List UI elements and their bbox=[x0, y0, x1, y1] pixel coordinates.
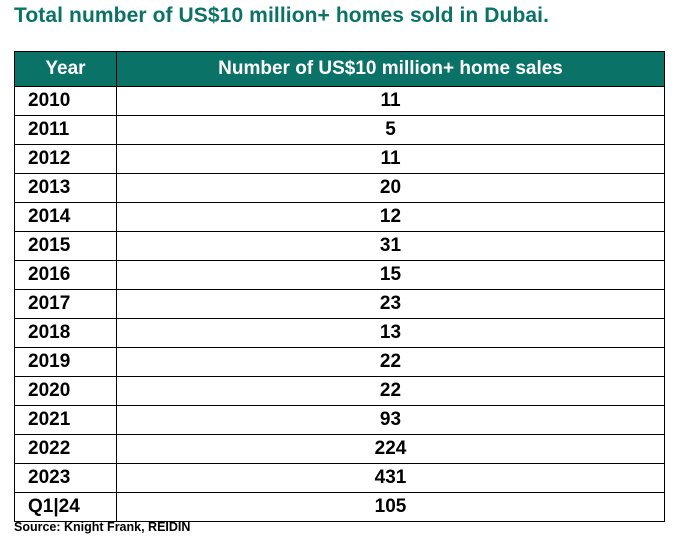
column-header-sales: Number of US$10 million+ home sales bbox=[116, 51, 665, 87]
sales-count-cell: 31 bbox=[116, 231, 665, 261]
table-row: 2011 5 bbox=[14, 115, 665, 145]
sales-count-cell: 11 bbox=[116, 86, 665, 116]
table-row: 2023 431 bbox=[14, 463, 665, 493]
sales-count-cell: 15 bbox=[116, 260, 665, 290]
year-cell: 2012 bbox=[14, 144, 117, 174]
table-row: Q1|24 105 bbox=[14, 492, 665, 522]
table-row: 2022 224 bbox=[14, 434, 665, 464]
table-row: 2017 23 bbox=[14, 289, 665, 319]
year-cell: Q1|24 bbox=[14, 492, 117, 522]
table-body: 2010 11 2011 5 2012 11 2013 20 2014 12 2015 31 2016 1… bbox=[14, 86, 665, 522]
source-note: Source: Knight Frank, REIDIN bbox=[14, 520, 191, 534]
sales-count-cell: 5 bbox=[116, 115, 665, 145]
year-cell: 2022 bbox=[14, 434, 117, 464]
column-header-year: Year bbox=[14, 51, 117, 87]
sales-count-cell: 93 bbox=[116, 405, 665, 435]
year-cell: 2016 bbox=[14, 260, 117, 290]
sales-count-cell: 431 bbox=[116, 463, 665, 493]
sales-count-cell: 20 bbox=[116, 173, 665, 203]
table-row: 2013 20 bbox=[14, 173, 665, 203]
table-row: 2014 12 bbox=[14, 202, 665, 232]
year-cell: 2017 bbox=[14, 289, 117, 319]
sales-table: Year Number of US$10 million+ home sales… bbox=[14, 51, 665, 522]
sales-count-cell: 22 bbox=[116, 376, 665, 406]
sales-count-cell: 105 bbox=[116, 492, 665, 522]
year-cell: 2014 bbox=[14, 202, 117, 232]
year-cell: 2013 bbox=[14, 173, 117, 203]
sales-count-cell: 12 bbox=[116, 202, 665, 232]
year-cell: 2015 bbox=[14, 231, 117, 261]
table-row: 2021 93 bbox=[14, 405, 665, 435]
table-row: 2020 22 bbox=[14, 376, 665, 406]
sales-count-cell: 23 bbox=[116, 289, 665, 319]
sales-count-cell: 224 bbox=[116, 434, 665, 464]
table-row: 2018 13 bbox=[14, 318, 665, 348]
year-cell: 2019 bbox=[14, 347, 117, 377]
table-row: 2010 11 bbox=[14, 86, 665, 116]
year-cell: 2020 bbox=[14, 376, 117, 406]
table-header-row: Year Number of US$10 million+ home sales bbox=[14, 51, 665, 87]
year-cell: 2023 bbox=[14, 463, 117, 493]
table-row: 2019 22 bbox=[14, 347, 665, 377]
table-row: 2012 11 bbox=[14, 144, 665, 174]
sales-count-cell: 22 bbox=[116, 347, 665, 377]
table-row: 2016 15 bbox=[14, 260, 665, 290]
chart-title: Total number of US$10 million+ homes sol… bbox=[14, 4, 550, 27]
year-cell: 2010 bbox=[14, 86, 117, 116]
year-cell: 2011 bbox=[14, 115, 117, 145]
sales-count-cell: 13 bbox=[116, 318, 665, 348]
table-row: 2015 31 bbox=[14, 231, 665, 261]
sales-count-cell: 11 bbox=[116, 144, 665, 174]
year-cell: 2018 bbox=[14, 318, 117, 348]
year-cell: 2021 bbox=[14, 405, 117, 435]
